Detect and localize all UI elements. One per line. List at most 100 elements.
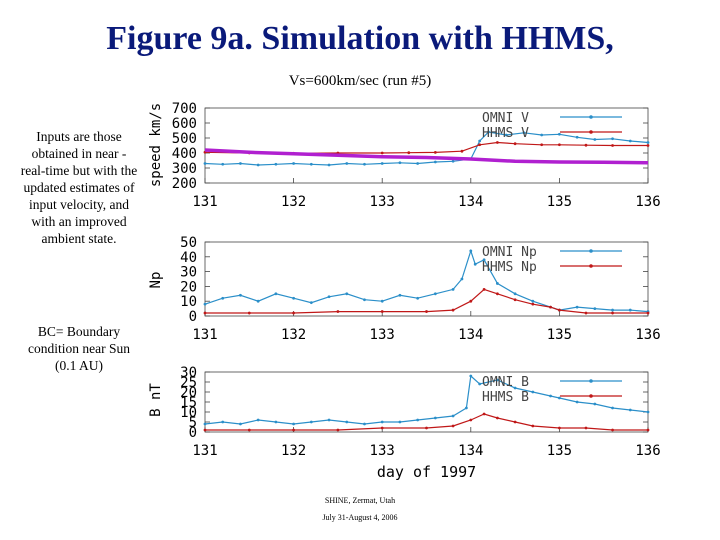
data-point (203, 162, 207, 165)
data-point (247, 311, 251, 315)
x-tick-label: 131 (192, 327, 217, 343)
data-point (482, 287, 486, 291)
x-tick-label: 134 (458, 443, 483, 459)
data-point (478, 382, 482, 386)
data-point (513, 292, 517, 296)
data-point (531, 302, 535, 306)
y-tick-label: 600 (172, 116, 197, 132)
data-point (274, 420, 278, 424)
data-point (239, 293, 242, 297)
data-point (327, 163, 331, 167)
data-point (363, 298, 366, 302)
data-point (309, 420, 313, 424)
data-point (309, 301, 313, 305)
x-tick-label: 133 (370, 327, 395, 343)
data-point (513, 386, 517, 390)
y-tick-label: 30 (180, 365, 197, 381)
data-point (495, 292, 499, 296)
data-point (336, 310, 340, 313)
data-point (549, 305, 552, 309)
data-point (203, 428, 207, 432)
data-point (239, 162, 242, 165)
y-tick-label: 500 (172, 131, 197, 147)
x-tick-label: 131 (192, 443, 217, 459)
page-title: Figure 9a. Simulation with HHMS, (106, 20, 614, 57)
y-tick-label: 300 (172, 161, 197, 177)
data-point (221, 420, 225, 424)
legend-marker (589, 249, 593, 253)
data-point (549, 394, 552, 398)
data-point (628, 408, 632, 412)
data-point (451, 159, 455, 163)
data-point (575, 400, 579, 404)
y-tick-label: 40 (180, 250, 197, 266)
data-point (495, 378, 499, 382)
data-point (540, 143, 544, 147)
data-point (513, 142, 517, 146)
data-point (416, 418, 420, 422)
data-point (425, 310, 428, 313)
data-point (473, 262, 477, 266)
data-point (380, 151, 384, 155)
y-tick-label: 15 (180, 395, 197, 411)
data-point (464, 406, 468, 410)
y-tick-label: 20 (180, 279, 197, 295)
data-point (628, 139, 632, 143)
data-point (433, 292, 437, 296)
data-point (482, 258, 486, 262)
data-point (558, 308, 561, 312)
x-tick-label: 134 (458, 194, 483, 210)
data-point (469, 374, 473, 378)
data-point (593, 307, 597, 310)
data-point (531, 299, 535, 303)
x-tick-label: 133 (370, 194, 395, 210)
data-point (495, 141, 499, 144)
data-point (531, 424, 535, 428)
data-point (380, 310, 384, 313)
data-point (646, 311, 650, 315)
data-point (611, 406, 614, 410)
series-line-omni-b (204, 374, 649, 425)
data-point (478, 143, 482, 147)
data-point (327, 418, 331, 422)
data-point (469, 299, 473, 303)
data-point (584, 143, 588, 147)
x-tick-label: 135 (547, 194, 572, 210)
data-point (495, 282, 499, 285)
y-tick-label: 0 (189, 309, 197, 325)
legend-label: HHMS Np (482, 260, 537, 275)
y-tick-label: 200 (172, 176, 197, 192)
data-point (345, 162, 349, 165)
x-axis-label: day of 1997 (377, 463, 476, 481)
x-tick-label: 136 (635, 194, 660, 210)
data-point (256, 163, 260, 167)
x-tick-label: 135 (547, 443, 572, 459)
data-point (584, 426, 588, 430)
series-line-hhms-b (205, 413, 648, 431)
data-point (292, 422, 295, 426)
x-tick-label: 136 (635, 443, 660, 459)
data-point (221, 162, 225, 166)
data-point (558, 132, 561, 136)
data-point (575, 305, 579, 309)
data-point (575, 135, 579, 139)
legend-marker (589, 130, 593, 134)
data-point (433, 151, 437, 154)
data-point (292, 162, 295, 165)
data-point (256, 299, 260, 303)
legend-label: OMNI B (482, 375, 529, 390)
plot-frame-2 (204, 241, 649, 317)
y-axis-label: Np (148, 272, 164, 289)
data-point (469, 249, 473, 253)
y-tick-label: 50 (180, 235, 197, 251)
data-point (327, 295, 331, 299)
x-tick-label: 135 (547, 327, 572, 343)
inputs-note: Inputs are those obtained in near -real-… (20, 129, 138, 246)
y-tick-label: 400 (172, 146, 197, 162)
data-point (611, 144, 614, 147)
data-point (478, 139, 482, 143)
x-tick-label: 132 (281, 443, 306, 459)
legend-label: HHMS V (482, 126, 529, 141)
data-point (274, 292, 278, 296)
